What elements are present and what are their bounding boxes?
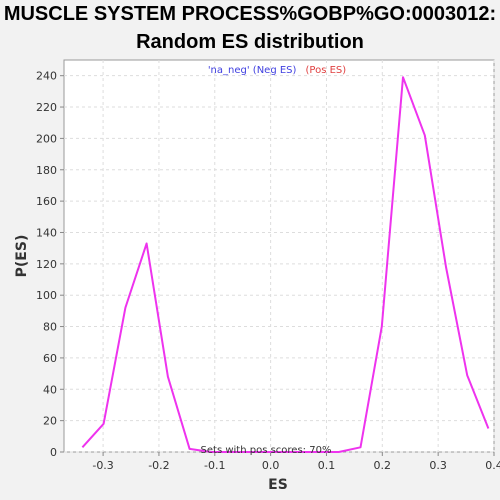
y-axis-ticks: 0 20 40 60 80 100 120 140 160 180 200 220 240: [36, 70, 64, 459]
x-tick-label: 0.1: [318, 459, 336, 472]
legend-neg-es: 'na_neg' (Neg ES): [208, 65, 297, 76]
pos-scores-annotation: Sets with pos scores: 70%: [201, 445, 332, 456]
y-tick-label: 120: [36, 258, 57, 271]
y-tick-label: 240: [36, 70, 57, 83]
x-tick-label: -0.2: [148, 459, 169, 472]
legend: 'na_neg' (Neg ES) (Pos ES): [208, 58, 346, 77]
y-tick-label: 220: [36, 101, 57, 114]
x-tick-label: 0.3: [429, 459, 447, 472]
x-tick-label: -0.3: [92, 459, 113, 472]
x-axis-ticks: -0.3 -0.2 -0.1 0.0 0.1 0.2 0.3 0.4: [92, 452, 500, 472]
y-tick-label: 140: [36, 226, 57, 239]
y-tick-label: 80: [43, 321, 57, 334]
y-tick-label: 180: [36, 164, 57, 177]
y-tick-label: 200: [36, 132, 57, 145]
x-tick-label: 0.2: [374, 459, 392, 472]
chart-title-line-2: Random ES distribution: [136, 31, 364, 53]
x-gridlines: [102, 60, 495, 452]
y-tick-label: 40: [43, 383, 57, 396]
x-tick-label: 0.4: [485, 459, 500, 472]
y-tick-label: 60: [43, 352, 57, 365]
legend-pos-es: (Pos ES): [306, 65, 347, 76]
y-axis-label: P(ES): [14, 235, 30, 278]
y-tick-label: 0: [50, 446, 57, 459]
plot-area: [63, 59, 495, 453]
x-axis-label: ES: [268, 477, 288, 493]
x-tick-label: -0.1: [204, 459, 225, 472]
x-tick-label: 0.0: [262, 459, 280, 472]
series-line: [81, 76, 490, 453]
y-tick-label: 100: [36, 289, 57, 302]
series-group: [81, 76, 490, 453]
chart-title-line-1: MUSCLE SYSTEM PROCESS%GOBP%GO:0003012:: [4, 3, 496, 25]
y-tick-label: 160: [36, 195, 57, 208]
y-tick-label: 20: [43, 415, 57, 428]
